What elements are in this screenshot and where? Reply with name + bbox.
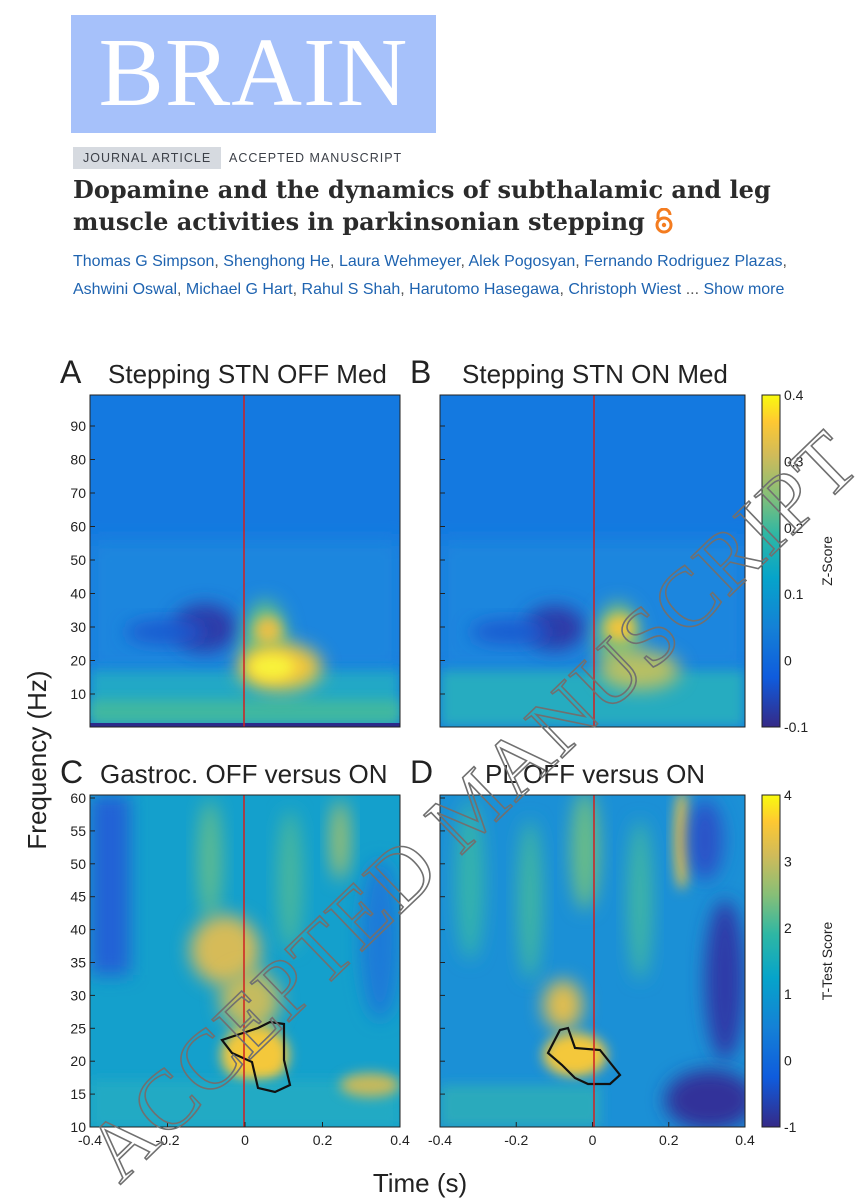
y-tick-label: 60 [70, 790, 86, 806]
open-access-icon [655, 208, 673, 234]
colorbar-tick-label: 0.3 [784, 453, 804, 469]
author-separator: , [330, 253, 339, 270]
colorbar-tick-label: 4 [784, 787, 792, 803]
y-tick-label: 15 [70, 1086, 86, 1102]
article-type-badge: JOURNAL ARTICLE [73, 147, 222, 169]
heatmap-c [90, 795, 400, 1127]
article-title-text: Dopamine and the dynamics of subthalamic… [73, 175, 771, 236]
author-ellipsis: ... [681, 281, 704, 298]
x-tick-label: 0.4 [735, 1132, 755, 1148]
x-tick-label: 0.4 [390, 1132, 410, 1148]
author-link[interactable]: Christoph Wiest [568, 281, 682, 298]
y-tick-label: 90 [70, 418, 86, 434]
show-more-authors-link[interactable]: Show more [703, 281, 785, 298]
panel-letter: C [60, 754, 83, 790]
y-tick-label: 40 [70, 586, 86, 602]
x-tick-label: -0.2 [504, 1132, 528, 1148]
heatmap-d [440, 795, 745, 1127]
article-title: Dopamine and the dynamics of subthalamic… [73, 174, 793, 238]
panel-letter: A [60, 354, 82, 390]
author-separator: , [292, 281, 302, 298]
heatmap-a [90, 395, 400, 727]
y-tick-label: 50 [70, 552, 86, 568]
colorbar-tick-label: 3 [784, 853, 792, 869]
panel-title: Stepping STN ON Med [462, 359, 728, 389]
x-tick-label: -0.4 [78, 1132, 102, 1148]
colorbar-tick-label: 0.1 [784, 586, 804, 602]
significance-contour-d [546, 1026, 622, 1086]
x-tick-label: 0.2 [313, 1132, 333, 1148]
y-tick-label: 55 [70, 823, 86, 839]
colorbar-t [761, 794, 781, 1128]
significance-contour-c [220, 1020, 292, 1094]
y-tick-label: 60 [70, 519, 86, 535]
panel-title: PL OFF versus ON [485, 759, 705, 789]
author-link[interactable]: Laura Wehmeyer [338, 253, 461, 270]
colorbar-tick-label: 2 [784, 920, 792, 936]
y-tick-label: 35 [70, 955, 86, 971]
author-link[interactable]: Alek Pogosyan [468, 253, 576, 270]
author-separator: , [400, 281, 410, 298]
x-tick-label: 0 [241, 1132, 249, 1148]
author-link[interactable]: Shenghong He [223, 253, 331, 270]
colorbar-tick-label: 0 [784, 1053, 792, 1069]
manuscript-status: ACCEPTED MANUSCRIPT [229, 151, 403, 165]
x-tick-label: 0 [589, 1132, 597, 1148]
author-link[interactable]: Thomas G Simpson [73, 253, 215, 270]
colorbar-tick-label: 0.4 [784, 387, 804, 403]
x-tick-label: 0.2 [659, 1132, 679, 1148]
y-tick-label: 70 [70, 485, 86, 501]
y-tick-label: 30 [70, 987, 86, 1003]
colorbar-z [761, 394, 781, 728]
colorbar-tick-label: 1 [784, 986, 792, 1002]
heatmap-b [440, 395, 745, 727]
author-link[interactable]: Fernando Rodriguez Plazas [584, 253, 783, 270]
journal-logo[interactable]: BRAIN [71, 15, 436, 133]
author-separator: , [460, 253, 469, 270]
colorbar-label: Z-Score [819, 536, 835, 586]
x-tick-label: -0.4 [428, 1132, 452, 1148]
author-separator: , [782, 253, 787, 270]
x-tick-label: -0.2 [155, 1132, 179, 1148]
author-list: Thomas G Simpson, Shenghong He, Laura We… [73, 248, 793, 304]
colorbar-tick-label: -1 [784, 1119, 797, 1135]
y-tick-label: 80 [70, 452, 86, 468]
figure: A Stepping STN OFF Med B Stepping STN ON Me… [0, 340, 860, 1200]
y-tick-label: 20 [70, 1053, 86, 1069]
journal-logo-text: BRAIN [98, 19, 409, 127]
colorbar-tick-label: 0.2 [784, 520, 804, 536]
author-link[interactable]: Ashwini Oswal [73, 281, 178, 298]
author-separator: , [559, 281, 569, 298]
y-tick-label: 45 [70, 889, 86, 905]
panel-title: Gastroc. OFF versus ON [100, 759, 388, 789]
author-separator: , [214, 253, 224, 270]
panel-title: Stepping STN OFF Med [108, 359, 387, 389]
y-tick-label: 30 [70, 619, 86, 635]
author-separator: , [177, 281, 186, 298]
y-tick-label: 40 [70, 922, 86, 938]
y-tick-label: 10 [70, 1119, 86, 1135]
author-separator: , [575, 253, 585, 270]
y-tick-label: 20 [70, 653, 86, 669]
y-tick-label: 10 [70, 686, 86, 702]
panel-letter: B [410, 354, 431, 390]
author-link[interactable]: Michael G Hart [185, 281, 293, 298]
author-link[interactable]: Harutomo Hasegawa [409, 281, 560, 298]
colorbar-label: T-Test Score [819, 922, 835, 1001]
y-axis-label: Frequency (Hz) [22, 670, 52, 849]
y-tick-label: 25 [70, 1020, 86, 1036]
y-tick-label: 50 [70, 856, 86, 872]
x-axis-label: Time (s) [373, 1168, 467, 1198]
colorbar-tick-label: 0 [784, 653, 792, 669]
panel-letter: D [410, 754, 433, 790]
colorbar-tick-label: -0.1 [784, 719, 808, 735]
author-link[interactable]: Rahul S Shah [301, 281, 401, 298]
